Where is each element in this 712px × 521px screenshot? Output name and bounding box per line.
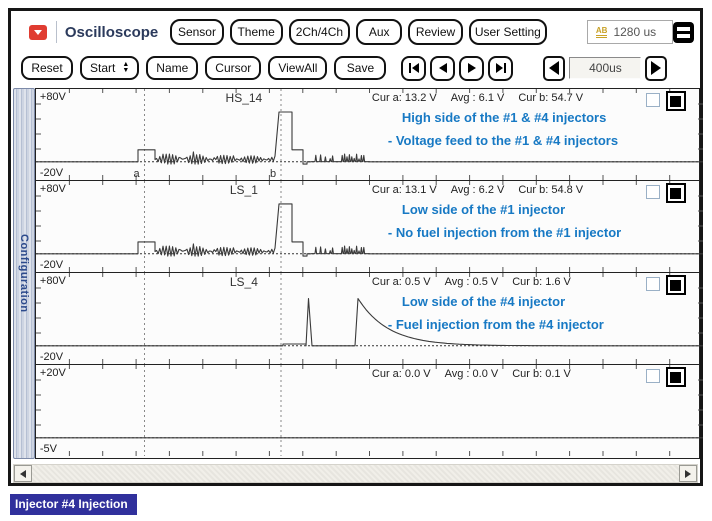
skip-to-start-button[interactable] — [401, 55, 427, 81]
figure-caption: Injector #4 Injection — [10, 494, 137, 515]
cursor-a-value: Cur a: 13.1 V — [371, 184, 437, 196]
avg-value: Avg : 6.2 V — [450, 184, 505, 196]
channel-active-button[interactable] — [665, 275, 686, 295]
measurement-readouts: Cur a: 0.5 V Avg : 0.5 V Cur b: 1.6 V — [372, 276, 571, 288]
theme-button[interactable]: Theme — [229, 19, 283, 45]
sensor-button[interactable]: Sensor — [170, 19, 224, 45]
avg-value: Avg : 6.1 V — [450, 92, 505, 104]
review-button[interactable]: Review — [408, 19, 463, 45]
scale-bottom-label: -20V — [39, 351, 64, 363]
cursor-label: a — [133, 168, 140, 180]
right-arrow-icon — [685, 469, 691, 478]
timebase-decrease-button[interactable] — [543, 55, 566, 81]
reset-button[interactable]: Reset — [21, 56, 73, 80]
step-back-button[interactable] — [430, 55, 456, 81]
channel-checkbox[interactable] — [645, 369, 660, 383]
timebase-increase-button[interactable] — [645, 55, 668, 81]
skip-end-icon — [495, 63, 506, 73]
user-setting-button[interactable]: User Setting — [468, 19, 547, 45]
next-icon — [467, 63, 476, 73]
channel-checkbox[interactable] — [645, 185, 660, 199]
step-forward-button[interactable] — [459, 55, 485, 81]
channel-name: HS_14 — [225, 91, 263, 105]
annotation: Low side of the #4 injector - Fuel injec… — [387, 294, 604, 332]
display-layout-icon[interactable] — [672, 21, 694, 43]
cursor-b-value: Cur b: 54.7 V — [518, 92, 584, 104]
oscilloscope-window: Oscilloscope Sensor Theme 2Ch/4Ch Aux Re… — [8, 8, 703, 486]
spinner-icon: ▲ ▼ — [122, 61, 130, 74]
avg-value: Avg : 0.5 V — [444, 276, 499, 288]
waveform-plot — [35, 273, 703, 364]
scale-bottom-label: -20V — [39, 167, 64, 179]
cursor-b-value: Cur b: 54.8 V — [518, 184, 584, 196]
measurement-readouts: Cur a: 0.0 V Avg : 0.0 V Cur b: 0.1 V — [372, 368, 571, 380]
scroll-left-button[interactable] — [14, 465, 32, 482]
ab-time-readout: AB 1280 us — [586, 20, 673, 44]
annotation: Low side of the #1 injector - No fuel in… — [387, 202, 622, 240]
channel-active-button[interactable] — [665, 367, 686, 387]
channel-mode-button[interactable]: 2Ch/4Ch — [288, 19, 351, 45]
annotation: High side of the #1 & #4 injectors - Vol… — [387, 110, 619, 148]
timebase-control: 400us — [543, 55, 668, 81]
channel-active-button[interactable] — [665, 91, 686, 111]
left-arrow-icon — [20, 469, 26, 478]
scope-channel-4: +20V -5V Cur a: 0.0 V Avg : 0.0 V Cur b:… — [35, 364, 703, 456]
timebase-value: 400us — [569, 57, 642, 79]
cursor-button[interactable]: Cursor — [205, 56, 262, 80]
scale-bottom-label: -5V — [39, 443, 58, 455]
left-triangle-icon — [549, 61, 560, 75]
header-toolbar: Oscilloscope Sensor Theme 2Ch/4Ch Aux Re… — [29, 16, 694, 48]
scale-top-label: +80V — [39, 91, 66, 103]
channel-checkbox[interactable] — [645, 277, 660, 291]
channel-name: LS_4 — [229, 275, 258, 289]
right-triangle-icon — [651, 61, 662, 75]
scope-channel-2: +80V -20V LS_1 Cur a: 13.1 V Avg : 6.2 V… — [35, 180, 703, 272]
viewall-button[interactable]: ViewAll — [268, 56, 328, 80]
measurement-readouts: Cur a: 13.2 V Avg : 6.1 V Cur b: 54.7 V — [372, 92, 583, 104]
channel-checkbox[interactable] — [645, 93, 660, 107]
control-toolbar: Reset Start ▲ ▼ Name Cursor ViewAll Save … — [21, 53, 694, 83]
prev-icon — [438, 63, 447, 73]
channel-active-button[interactable] — [665, 183, 686, 203]
cursor-b-value: Cur b: 1.6 V — [512, 276, 571, 288]
scale-bottom-label: -20V — [39, 259, 64, 271]
playback-controls — [401, 55, 517, 81]
channel-name: LS_1 — [229, 183, 258, 197]
scroll-right-button[interactable] — [679, 465, 697, 482]
save-button[interactable]: Save — [334, 56, 387, 80]
skip-start-icon — [408, 63, 419, 73]
cursor-a-value: Cur a: 0.0 V — [371, 368, 431, 380]
cursor-a-value: Cur a: 13.2 V — [371, 92, 437, 104]
app-title: Oscilloscope — [64, 23, 159, 41]
avg-value: Avg : 0.0 V — [444, 368, 499, 380]
scale-top-label: +20V — [39, 367, 66, 379]
cursor-label: b — [270, 168, 276, 180]
skip-to-end-button[interactable] — [488, 55, 514, 81]
configuration-tab[interactable]: Configuration — [13, 88, 35, 459]
horizontal-scrollbar[interactable] — [13, 464, 698, 483]
chevron-down-icon — [34, 29, 42, 35]
aux-button[interactable]: Aux — [356, 19, 403, 45]
scope-channel-3: +80V -20V LS_4 Cur a: 0.5 V Avg : 0.5 V … — [35, 272, 703, 364]
cursor-b-value: Cur b: 0.1 V — [512, 368, 571, 380]
start-button[interactable]: Start ▲ ▼ — [80, 56, 140, 80]
waveform-plot — [35, 365, 703, 456]
ab-cursor-icon: AB — [595, 26, 608, 38]
scale-top-label: +80V — [39, 275, 66, 287]
scale-top-label: +80V — [39, 183, 66, 195]
measurement-readouts: Cur a: 13.1 V Avg : 6.2 V Cur b: 54.8 V — [372, 184, 583, 196]
dropdown-menu-button[interactable] — [29, 24, 47, 40]
divider — [56, 21, 57, 43]
scrollbar-track[interactable] — [32, 465, 679, 482]
ab-time-value: 1280 us — [613, 25, 657, 39]
name-button[interactable]: Name — [146, 56, 199, 80]
waveform-plot — [35, 181, 703, 272]
cursor-a-value: Cur a: 0.5 V — [371, 276, 431, 288]
